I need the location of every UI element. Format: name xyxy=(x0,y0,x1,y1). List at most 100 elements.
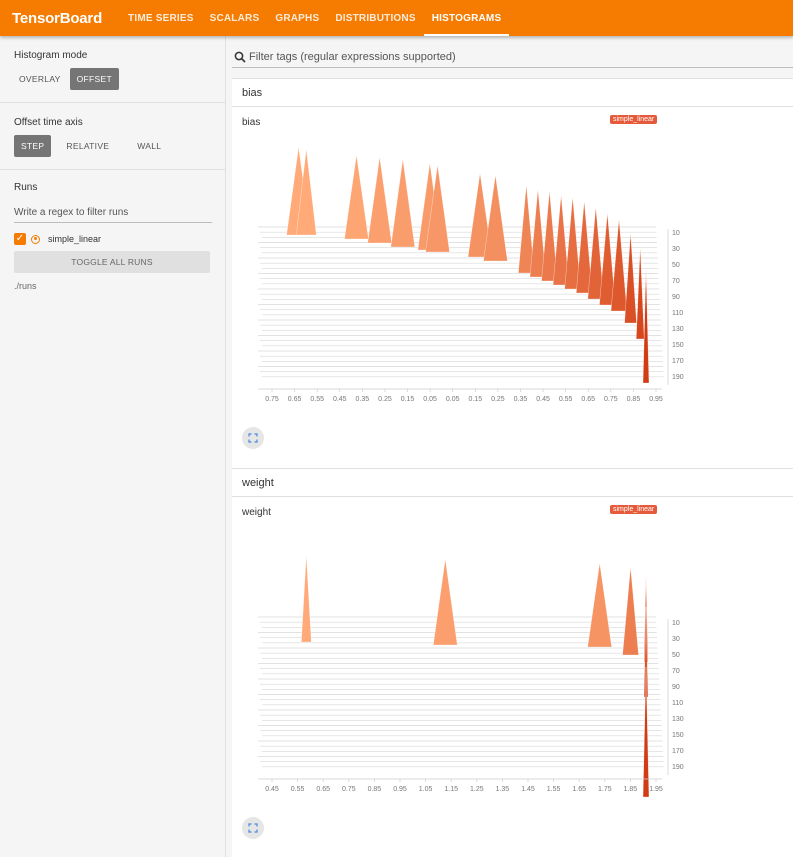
x-tick-label: 0.65 xyxy=(288,396,302,403)
x-tick-label: 0.15 xyxy=(468,396,482,403)
tab-time-series[interactable]: TIME SERIES xyxy=(128,12,194,24)
x-tick-label: 0.25 xyxy=(378,396,392,403)
x-tick-label: 1.25 xyxy=(470,786,484,793)
y-tick-label: 150 xyxy=(672,732,684,739)
histogram-peak xyxy=(296,148,317,236)
offset-button[interactable]: OFFSET xyxy=(69,68,119,90)
histogram-chart-bias[interactable]: 10 30 50 70 90 110 130 150 170 190 0.75 0.65 0.55 0.4… xyxy=(232,107,793,467)
x-axis: 0.75 0.65 0.55 0.45 0.35 0.25 0.15 0.05 0.05 0.15… xyxy=(258,388,663,403)
histogram-peak xyxy=(467,172,493,258)
x-tick-label: 0.15 xyxy=(401,396,415,403)
y-axis: 10 30 50 70 90 110 130 150 170 190 xyxy=(667,619,684,775)
fullscreen-button-bias[interactable] xyxy=(242,427,264,449)
tab-distributions[interactable]: DISTRIBUTIONS xyxy=(335,12,416,24)
histogram-peak xyxy=(599,212,616,306)
histogram-peak xyxy=(390,158,416,248)
card-header-weight[interactable]: weight xyxy=(232,469,793,497)
histogram-peak xyxy=(642,268,650,384)
wall-button[interactable]: WALL xyxy=(137,141,162,151)
x-tick-label: 1.05 xyxy=(419,786,433,793)
histogram-mode-section: Histogram mode OVERLAY OFFSET xyxy=(0,36,225,103)
fullscreen-icon xyxy=(248,433,258,443)
y-tick-label: 70 xyxy=(672,278,680,285)
tab-scalars[interactable]: SCALARS xyxy=(209,12,260,24)
x-tick-label: 0.75 xyxy=(265,396,279,403)
y-tick-label: 170 xyxy=(672,358,684,365)
histogram-peak xyxy=(541,190,558,282)
histogram-peak xyxy=(483,174,508,262)
chart-title-weight: weight xyxy=(242,507,271,518)
x-tick-label: 0.45 xyxy=(536,396,550,403)
x-tick-label: 0.75 xyxy=(342,786,356,793)
x-axis: 0.45 0.55 0.65 0.75 0.85 0.95 1.05 1.15 1.25 1.35… xyxy=(258,778,663,793)
x-tick-label: 0.45 xyxy=(333,396,347,403)
x-tick-label: 0.25 xyxy=(491,396,505,403)
run-color-radio[interactable] xyxy=(31,234,40,244)
histogram-chart-weight[interactable]: 10 30 50 70 90 110 130 150 170 190 0.45 0.55 0.65 0.7… xyxy=(232,497,793,857)
x-tick-label: 0.95 xyxy=(649,396,663,403)
histogram-peak xyxy=(635,246,645,340)
y-tick-label: 50 xyxy=(672,652,680,659)
histogram-peak xyxy=(529,188,547,278)
histogram-mode-title: Histogram mode xyxy=(14,50,88,61)
x-tick-label: 0.75 xyxy=(604,396,618,403)
card-header-bias[interactable]: bias xyxy=(232,79,793,107)
histogram-peak xyxy=(587,206,605,300)
x-tick-label: 0.45 xyxy=(265,786,279,793)
histogram-baselines xyxy=(258,616,664,768)
toggle-all-runs-button[interactable]: TOGGLE ALL RUNS xyxy=(14,251,210,273)
overlay-button[interactable]: OVERLAY xyxy=(19,74,61,84)
histogram-peak xyxy=(425,164,450,253)
histogram-peak xyxy=(622,566,639,656)
x-tick-label: 1.35 xyxy=(496,786,510,793)
x-tick-label: 0.05 xyxy=(446,396,460,403)
histogram-peaks xyxy=(301,554,650,798)
x-tick-label: 0.55 xyxy=(559,396,573,403)
tab-graphs[interactable]: GRAPHS xyxy=(275,12,320,24)
run-item: ✓ simple_linear xyxy=(14,233,211,245)
histogram-peak xyxy=(564,196,581,290)
y-tick-label: 10 xyxy=(672,620,680,627)
fullscreen-button-weight[interactable] xyxy=(242,817,264,839)
x-tick-label: 0.35 xyxy=(356,396,370,403)
y-tick-label: 130 xyxy=(672,716,684,723)
relative-button[interactable]: RELATIVE xyxy=(66,141,110,151)
card-bias: bias 10 30 50 70 90 110 130 150 170 190 0.75 0.65 0.… xyxy=(232,78,793,468)
run-name: simple_linear xyxy=(48,234,102,244)
x-tick-label: 0.65 xyxy=(581,396,595,403)
histogram-peak xyxy=(624,232,637,324)
search-icon xyxy=(234,51,246,63)
x-tick-label: 1.55 xyxy=(547,786,561,793)
y-tick-label: 130 xyxy=(672,326,684,333)
run-checkbox[interactable]: ✓ xyxy=(14,233,26,245)
chart-container-bias: 10 30 50 70 90 110 130 150 170 190 0.75 0.65 0.55 0.4… xyxy=(232,107,793,467)
y-tick-label: 90 xyxy=(672,294,680,301)
y-tick-label: 10 xyxy=(672,230,680,237)
x-tick-label: 0.55 xyxy=(310,396,324,403)
top-bar: TensorBoard TIME SERIES SCALARS GRAPHS D… xyxy=(0,0,793,36)
app-logo[interactable]: TensorBoard xyxy=(12,9,103,27)
y-tick-label: 170 xyxy=(672,748,684,755)
y-tick-label: 30 xyxy=(672,246,680,253)
histogram-peak xyxy=(642,666,650,798)
x-tick-label: 1.85 xyxy=(624,786,638,793)
run-filter-input[interactable]: Write a regex to filter runs xyxy=(14,201,212,223)
step-button[interactable]: STEP xyxy=(14,135,52,157)
x-tick-label: 1.15 xyxy=(444,786,458,793)
y-tick-label: 150 xyxy=(672,342,684,349)
x-tick-label: 0.65 xyxy=(316,786,330,793)
y-tick-label: 110 xyxy=(672,310,683,317)
tab-histograms[interactable]: HISTOGRAMS xyxy=(423,0,510,36)
card-weight: weight 10 30 50 70 90 110 130 150 170 190 0.45 0.55… xyxy=(232,468,793,857)
histogram-peak xyxy=(367,156,392,244)
histogram-peak xyxy=(432,558,458,646)
tag-filter-input[interactable]: Filter tags (regular expressions support… xyxy=(249,50,456,63)
x-tick-label: 0.55 xyxy=(291,786,305,793)
y-tick-label: 50 xyxy=(672,262,680,269)
offset-axis-title: Offset time axis xyxy=(14,117,83,128)
x-tick-label: 0.85 xyxy=(368,786,382,793)
x-tick-label: 1.45 xyxy=(521,786,535,793)
histogram-peak xyxy=(301,554,312,643)
runs-section: Runs Write a regex to filter runs ✓ simp… xyxy=(0,170,225,303)
x-tick-label: 1.75 xyxy=(598,786,612,793)
